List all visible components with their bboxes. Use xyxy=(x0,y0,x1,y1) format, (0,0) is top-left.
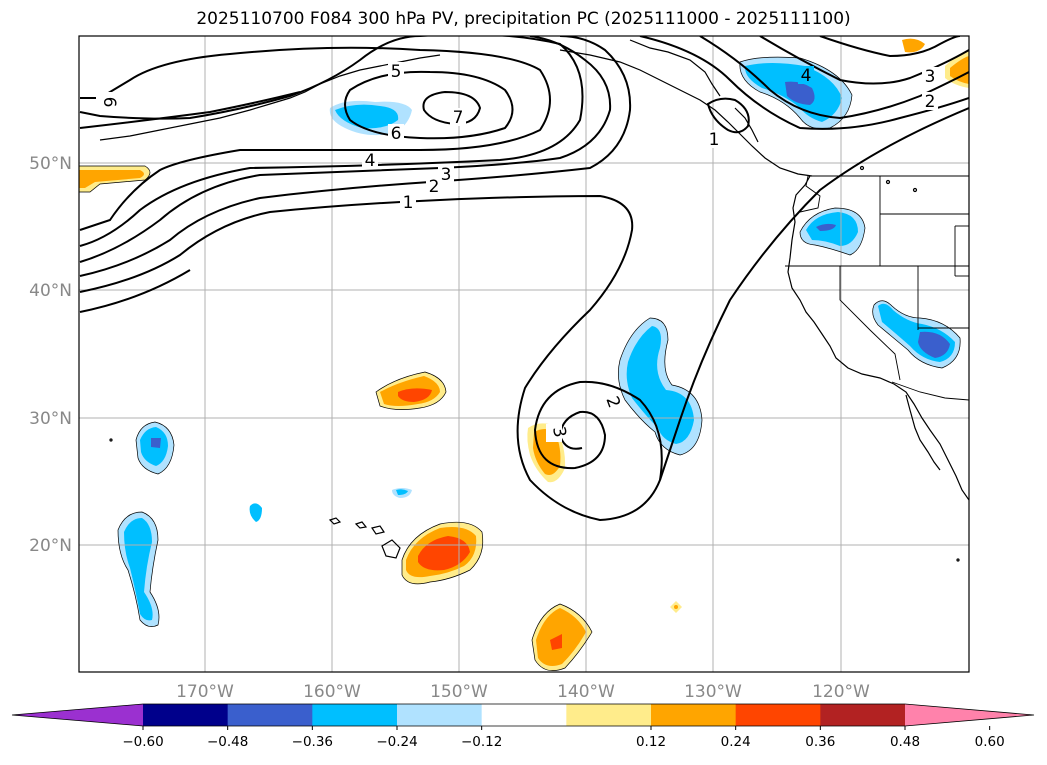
colorbar: −0.60 −0.48 −0.36 −0.24 −0.12 0.12 0.24 0.36 0.4… xyxy=(11,703,1035,750)
lat-labels: 50°N 40°N 30°N 20°N xyxy=(29,154,72,556)
colorbar-tick-label: −0.48 xyxy=(207,734,248,750)
precip-blob xyxy=(918,331,950,358)
precip-outlines xyxy=(79,56,961,671)
precip-blob xyxy=(785,81,815,105)
pv-label: 1 xyxy=(709,130,720,150)
lon-label: 140°W xyxy=(557,682,615,702)
political-borders xyxy=(785,175,969,401)
precip-blob xyxy=(396,489,408,495)
colorbar-tick-label: 0.12 xyxy=(636,734,666,750)
colorbar-swatch xyxy=(227,704,313,726)
colorbar-tick-label: 0.60 xyxy=(975,734,1005,750)
lon-labels: 170°W 160°W 150°W 140°W 130°W 120°W xyxy=(176,682,870,702)
colorbar-swatch xyxy=(735,704,821,726)
pv-contour-labels: 1 2 3 4 5 6 7 6 1 2 3 4 2 3 xyxy=(96,62,938,442)
colorbar-extend-max xyxy=(905,704,1034,726)
precip-blob xyxy=(816,223,836,231)
colorbar-swatch xyxy=(397,704,483,726)
colorbar-tick-label: −0.24 xyxy=(376,734,417,750)
lat-label: 40°N xyxy=(29,281,72,301)
pv-label: 4 xyxy=(365,151,376,171)
pv-contours xyxy=(79,36,969,522)
lat-label: 30°N xyxy=(29,409,72,429)
precip-blob xyxy=(674,605,678,609)
colorbar-tick-label: 0.24 xyxy=(721,734,751,750)
colorbar-swatch xyxy=(651,704,737,726)
coastlines xyxy=(99,39,969,562)
lon-label: 120°W xyxy=(812,682,870,702)
lon-label: 160°W xyxy=(303,682,361,702)
lon-label: 130°W xyxy=(684,682,742,702)
lat-label: 50°N xyxy=(29,154,72,174)
precip-blob xyxy=(550,634,562,650)
precip-blob xyxy=(335,104,399,129)
lon-label: 150°W xyxy=(430,682,488,702)
lat-label: 20°N xyxy=(29,536,72,556)
precip-shading xyxy=(79,38,969,671)
pv-label: 3 xyxy=(441,165,452,185)
map-title: 2025110700 F084 300 hPa PV, precipitatio… xyxy=(196,9,851,29)
precip-blob xyxy=(398,388,432,402)
pv-label: 2 xyxy=(429,177,440,197)
pv-label: 6 xyxy=(391,124,402,144)
precip-blob xyxy=(902,38,925,53)
colorbar-tick-label: 0.48 xyxy=(890,734,920,750)
lon-label: 170°W xyxy=(176,682,234,702)
pv-label: 7 xyxy=(453,108,464,128)
pv-label: 3 xyxy=(925,67,936,87)
pv-label: 2 xyxy=(925,92,936,112)
colorbar-swatch xyxy=(143,704,229,726)
precip-blob xyxy=(950,56,969,84)
colorbar-tick-label: −0.12 xyxy=(461,734,502,750)
pv-label: 5 xyxy=(391,62,402,82)
colorbar-swatch xyxy=(312,704,398,726)
map-area xyxy=(79,36,969,672)
colorbar-swatch xyxy=(820,704,906,726)
pv-label: 1 xyxy=(403,193,414,213)
precip-blob xyxy=(151,438,161,448)
precip-blob xyxy=(124,518,153,621)
precip-blob xyxy=(249,503,262,522)
colorbar-swatch xyxy=(566,704,652,726)
pv-label: 4 xyxy=(801,66,812,86)
colorbar-tick-label: −0.60 xyxy=(122,734,163,750)
map-border xyxy=(78,35,970,673)
colorbar-tick-label: −0.36 xyxy=(292,734,333,750)
pv-label: 3 xyxy=(548,425,570,439)
colorbar-tick-label: 0.36 xyxy=(805,734,835,750)
colorbar-swatch xyxy=(481,704,567,726)
precip-blob xyxy=(626,326,694,444)
colorbar-extend-min xyxy=(12,704,143,726)
pv-label: 6 xyxy=(99,97,119,108)
precip-blob xyxy=(79,170,144,188)
